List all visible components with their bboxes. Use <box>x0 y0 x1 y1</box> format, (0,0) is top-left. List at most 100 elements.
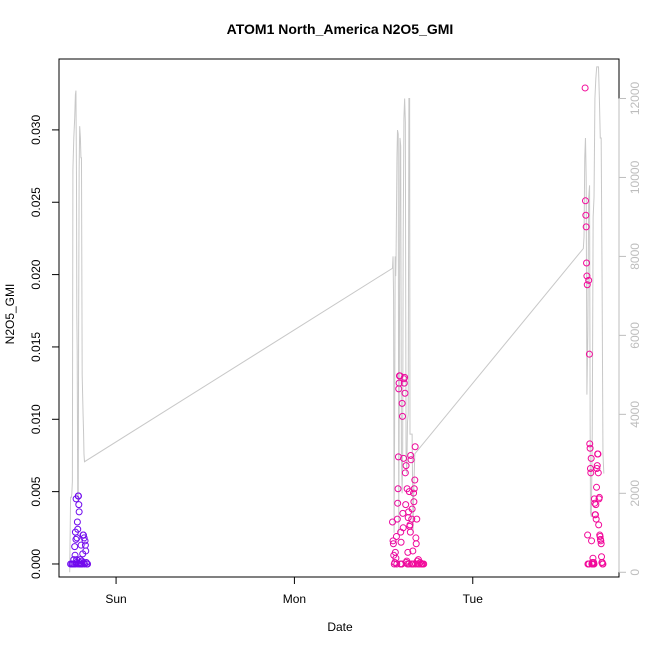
data-point <box>394 453 402 461</box>
y-tick-label: 0.010 <box>29 404 43 434</box>
y2-tick-label: 12000 <box>628 81 642 115</box>
data-point <box>584 531 592 539</box>
data-point <box>393 560 401 568</box>
data-point <box>81 537 89 545</box>
point-series <box>67 84 607 568</box>
data-point <box>397 538 405 546</box>
data-point <box>587 454 595 462</box>
data-point <box>73 534 81 542</box>
data-point <box>408 515 416 523</box>
data-point <box>412 540 420 548</box>
x-tick-label: Tue <box>463 592 484 606</box>
data-point <box>400 454 408 462</box>
data-point <box>402 462 410 470</box>
y2-tick-label: 2000 <box>628 480 642 507</box>
y2-tick-label: 8000 <box>628 243 642 270</box>
data-point <box>72 535 80 543</box>
data-point <box>405 560 413 568</box>
data-point <box>587 469 595 477</box>
y2-tick-label: 6000 <box>628 322 642 349</box>
data-point <box>592 501 600 509</box>
data-point <box>582 211 590 219</box>
data-point <box>582 223 590 231</box>
data-point <box>581 84 589 92</box>
data-point <box>597 537 605 545</box>
data-point <box>81 560 88 568</box>
data-point <box>409 547 417 555</box>
data-point <box>75 508 83 516</box>
y-tick-label: 0.030 <box>29 115 43 145</box>
data-point <box>399 524 407 532</box>
data-point <box>411 443 419 451</box>
data-point <box>585 276 593 284</box>
data-point <box>401 389 409 397</box>
data-point <box>597 540 605 548</box>
data-point <box>410 485 418 493</box>
data-point <box>599 560 607 568</box>
data-point <box>398 412 406 420</box>
secondary-y-axis: 0 2000 4000 6000 8000 10000 12000 <box>618 81 642 576</box>
data-point <box>593 464 601 472</box>
data-point <box>588 537 596 545</box>
y2-tick-label: 10000 <box>628 160 642 194</box>
data-point <box>585 350 593 358</box>
y-tick-label: 0.015 <box>29 332 43 362</box>
data-point <box>410 489 418 497</box>
data-point <box>594 450 602 458</box>
data-point <box>73 518 81 526</box>
data-point <box>71 551 79 559</box>
data-point <box>413 515 421 523</box>
data-point <box>410 498 418 506</box>
data-point <box>590 560 598 568</box>
data-point <box>82 547 90 555</box>
data-point <box>398 399 406 407</box>
y2-tick-label: 4000 <box>628 401 642 428</box>
data-point <box>586 440 594 448</box>
data-point <box>593 483 601 491</box>
data-point <box>594 469 602 477</box>
x-tick-label: Mon <box>283 592 306 606</box>
data-point <box>405 488 413 496</box>
x-tick-label: Sun <box>105 592 126 606</box>
data-point <box>581 197 589 205</box>
data-point <box>591 511 599 519</box>
y-tick-label: 0.000 <box>29 549 43 579</box>
data-point <box>407 456 415 464</box>
data-point <box>591 499 599 507</box>
data-point <box>595 521 603 529</box>
data-point <box>411 476 419 484</box>
y-tick-label: 0.025 <box>29 187 43 217</box>
y-axis: 0.000 0.005 0.010 0.015 0.020 0.025 0.030 <box>29 115 60 579</box>
data-point <box>401 469 409 477</box>
data-point <box>393 515 401 523</box>
y2-tick-label: 0 <box>628 569 642 576</box>
data-point <box>395 379 403 387</box>
data-point <box>74 492 82 500</box>
data-point <box>75 501 83 509</box>
data-point <box>408 505 416 513</box>
data-point <box>77 541 85 549</box>
data-point <box>592 515 600 523</box>
x-axis-label: Date <box>327 620 353 634</box>
data-point <box>406 528 414 536</box>
data-point <box>71 543 79 551</box>
data-point <box>583 272 591 280</box>
x-axis: Sun Mon Tue <box>105 576 484 606</box>
data-point <box>80 534 88 542</box>
data-point <box>74 525 82 533</box>
data-point <box>593 462 601 470</box>
data-point <box>586 444 594 452</box>
data-point <box>84 560 92 568</box>
data-point <box>407 451 415 459</box>
data-point <box>595 493 603 501</box>
data-point <box>585 560 593 568</box>
data-point <box>402 501 410 509</box>
data-point <box>394 485 402 493</box>
y-tick-label: 0.020 <box>29 259 43 289</box>
data-point <box>389 537 397 545</box>
y-axis-label: N2O5_GMI <box>3 284 17 345</box>
chart-title: ATOM1 North_America N2O5_GMI <box>227 21 454 37</box>
